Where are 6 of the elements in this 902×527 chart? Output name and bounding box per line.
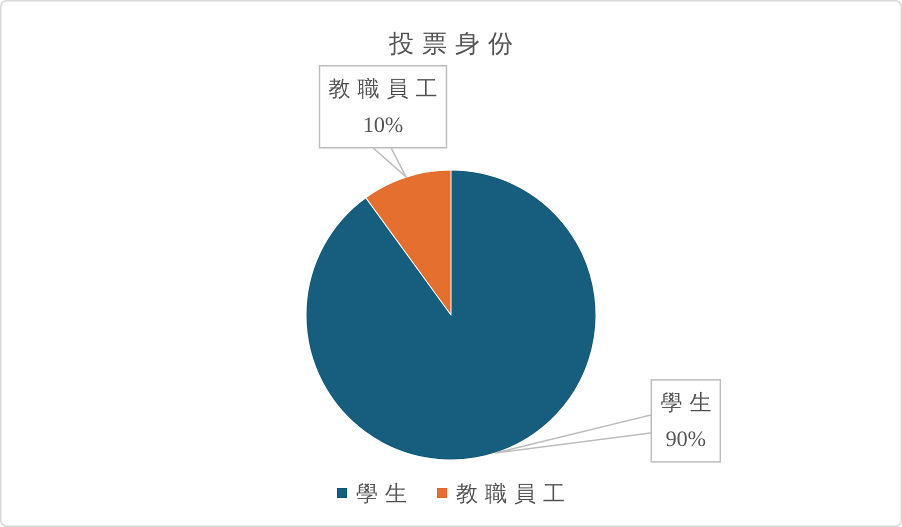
data-label: 90%: [666, 426, 706, 451]
slice-label: 教職員工: [328, 76, 438, 101]
slice-label: 學生: [660, 390, 712, 415]
legend-label: 學生: [356, 481, 407, 506]
title: 投票身份: [389, 31, 513, 58]
data-label: 10%: [362, 112, 404, 137]
